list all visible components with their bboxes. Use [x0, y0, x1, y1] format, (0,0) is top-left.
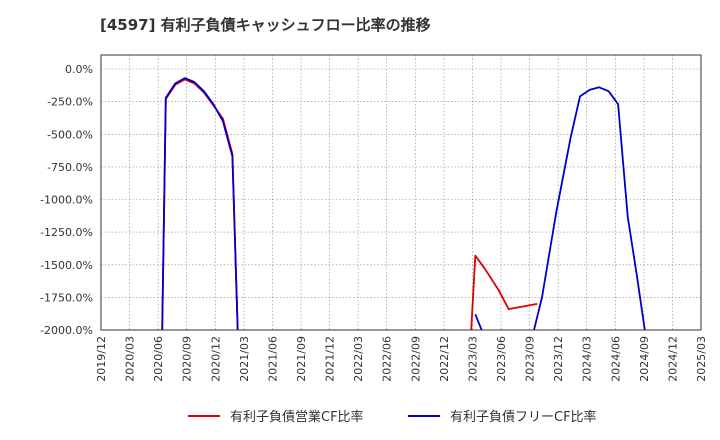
plot-frame	[100, 54, 702, 331]
x-tick-label: 2024/03	[581, 336, 594, 382]
series-line-2	[533, 86, 646, 330]
series-line-2	[474, 313, 483, 330]
y-tick-label: -750.0%	[47, 161, 93, 174]
x-tick-label: 2022/03	[352, 336, 365, 382]
y-tick-label: -1500.0%	[40, 259, 93, 272]
x-tick-label: 2022/06	[381, 336, 394, 382]
x-tick-label: 2022/09	[409, 336, 422, 382]
x-axis-labels: 2019/12 2020/03 2020/06 2020/09 2020/12 2021/…	[95, 336, 708, 382]
y-axis-labels: 0.0% -250.0% -500.0% -750.0% -1000.0% -1250.0…	[40, 63, 93, 337]
x-tick-label: 2024/09	[638, 336, 651, 382]
x-tick-label: 2023/12	[552, 336, 565, 382]
x-tick-label: 2021/03	[238, 336, 251, 382]
x-tick-label: 2023/03	[466, 336, 479, 382]
x-tick-label: 2024/06	[609, 336, 622, 382]
series-line-1	[161, 78, 239, 330]
x-tick-label: 2020/12	[209, 336, 222, 382]
y-tick-label: -1750.0%	[40, 291, 93, 304]
x-tick-label: 2022/12	[438, 336, 451, 382]
x-tick-label: 2019/12	[95, 336, 108, 382]
x-tick-label: 2021/06	[266, 336, 279, 382]
x-tick-label: 2023/06	[495, 336, 508, 382]
y-tick-label: -250.0%	[47, 96, 93, 109]
x-tick-label: 2024/12	[666, 336, 679, 382]
y-tick-label: -1250.0%	[40, 226, 93, 239]
chart-title: [4597] 有利子負債キャッシュフロー比率の推移	[100, 16, 431, 34]
legend: 有利子負債営業CF比率 有利子負債フリーCF比率	[188, 409, 597, 425]
x-tick-label: 2020/03	[124, 336, 137, 382]
x-tick-label: 2023/09	[524, 336, 537, 382]
x-tick-label: 2021/12	[324, 336, 337, 382]
y-tick-label: -1000.0%	[40, 194, 93, 207]
x-tick-label: 2020/09	[181, 336, 194, 382]
y-tick-label: -2000.0%	[40, 324, 93, 337]
series-line-1	[470, 254, 538, 330]
series-lines	[161, 77, 646, 330]
x-tick-label: 2021/09	[295, 336, 308, 382]
series-line-2	[161, 77, 239, 330]
legend-label-2: 有利子負債フリーCF比率	[450, 409, 597, 425]
legend-label-1: 有利子負債営業CF比率	[230, 409, 364, 425]
y-tick-label: -500.0%	[47, 128, 93, 141]
y-tick-label: 0.0%	[65, 63, 93, 76]
grid	[100, 55, 702, 331]
x-tick-label: 2025/03	[695, 336, 708, 382]
plot-border	[100, 54, 702, 331]
x-tick-label: 2020/06	[152, 336, 165, 382]
